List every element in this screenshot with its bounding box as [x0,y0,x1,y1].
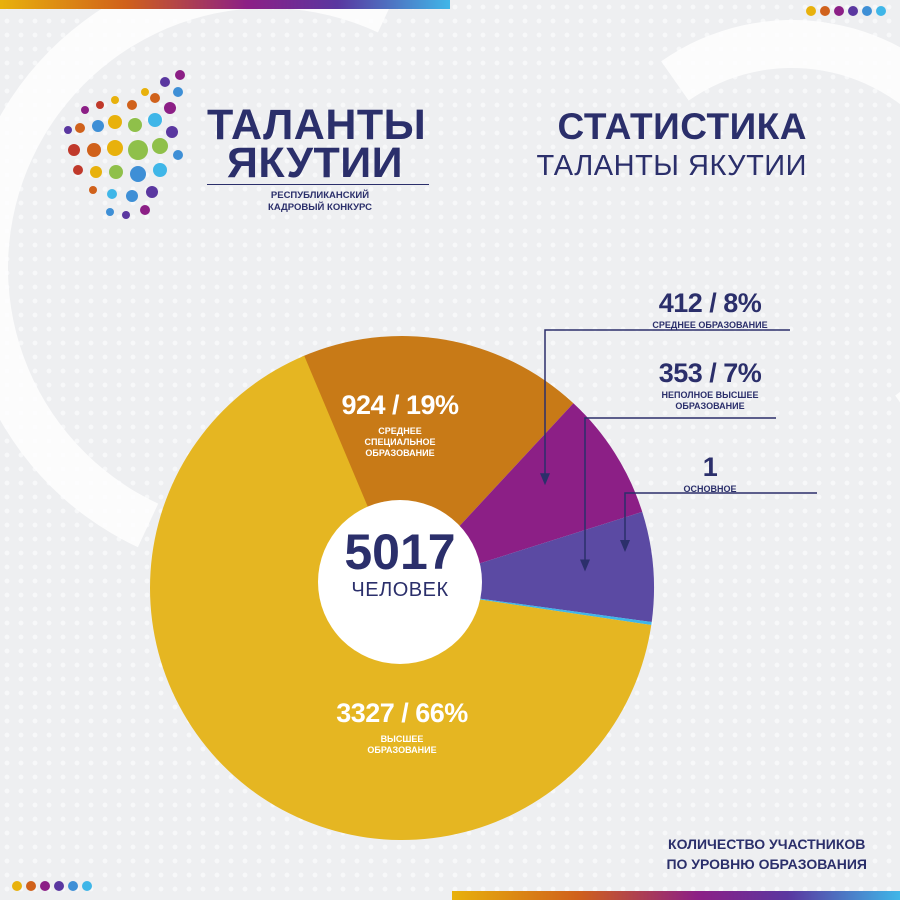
annotation-secondary-education: 412 / 8% СРЕДНЕЕ ОБРАЗОВАНИЕ [630,288,790,331]
brand-subtitle-line2: КАДРОВЫЙ КОНКУРС [268,202,372,213]
leader-arrow [540,473,550,486]
annotation-incomplete-higher: 353 / 7% НЕПОЛНОЕ ВЫСШЕЕ ОБРАЗОВАНИЕ [630,358,790,412]
total-participants: 5017 ЧЕЛОВЕК [320,525,480,602]
annotation-value: 353 / 7% [658,358,762,388]
annotation-value: 1 [702,452,718,482]
slice-value: 924 / 19% [341,390,459,420]
bottom-left-color-dots [12,881,92,891]
page-subtitle: ТАЛАНТЫ ЯКУТИИ [536,150,807,182]
decor-dot [68,881,78,891]
slice-caption-line3: ОБРАЗОВАНИЕ [365,448,435,458]
decor-dot [806,6,816,16]
brand-title: ТАЛАНТЫ ЯКУТИИ [207,101,427,187]
top-right-color-dots [806,6,886,16]
leader-arrow [580,559,590,572]
top-gradient-bar [0,0,450,9]
annotation-caption-line1: НЕПОЛНОЕ ВЫСШЕЕ [661,390,759,400]
talents-logo-icon [64,70,185,219]
decor-dot [862,6,872,16]
annotation-value: 412 / 8% [658,288,762,318]
annotation-caption-line2: ОБРАЗОВАНИЕ [675,401,745,411]
leader-line [544,329,790,480]
leader-line [584,417,776,566]
brand-subtitle-line1: РЕСПУБЛИКАНСКИЙ [270,190,370,201]
chart-footer-caption: КОЛИЧЕСТВО УЧАСТНИКОВ ПО УРОВНЮ ОБРАЗОВА… [666,834,867,874]
decor-dot [54,881,64,891]
pie-slice [301,336,574,588]
slice-caption-line2: СПЕЦИАЛЬНОЕ [364,437,436,447]
slice-caption-line1: СРЕДНЕЕ [378,426,422,436]
bottom-gradient-bar [452,891,900,900]
slice-value: 3327 / 66% [336,698,468,728]
decor-dot [12,881,22,891]
pie-center-disc [318,500,482,664]
leader-arrow [620,540,630,552]
total-value: 5017 [344,524,456,580]
page-title: СТАТИСТИКА [557,106,807,147]
brand-divider [207,184,429,185]
decor-dot [834,6,844,16]
brand-title-line2: ЯКУТИИ [227,139,404,187]
annotation-caption: ОСНОВНОЕ [683,484,737,494]
decor-dot [820,6,830,16]
slice-caption-line1: ВЫСШЕЕ [380,734,424,744]
brand-subtitle: РЕСПУБЛИКАНСКИЙ КАДРОВЫЙ КОНКУРС [230,190,410,214]
footer-line1: КОЛИЧЕСТВО УЧАСТНИКОВ [668,836,866,852]
decor-dot [848,6,858,16]
slice-caption-line2: ОБРАЗОВАНИЕ [367,745,437,755]
total-unit: ЧЕЛОВЕК [351,579,449,601]
footer-line2: ПО УРОВНЮ ОБРАЗОВАНИЯ [666,856,867,872]
decor-dot [40,881,50,891]
slice-label-secondary-special: 924 / 19% СРЕДНЕЕ СПЕЦИАЛЬНОЕ ОБРАЗОВАНИ… [330,390,470,459]
annotation-caption: СРЕДНЕЕ ОБРАЗОВАНИЕ [652,320,768,330]
brand-title-line1: ТАЛАНТЫ [207,101,427,149]
leader-line [624,492,817,546]
decor-dot [26,881,36,891]
decor-dot [876,6,886,16]
decor-dot [82,881,92,891]
annotation-basic: 1 ОСНОВНОЕ [660,452,760,495]
slice-label-higher: 3327 / 66% ВЫСШЕЕ ОБРАЗОВАНИЕ [322,698,482,756]
